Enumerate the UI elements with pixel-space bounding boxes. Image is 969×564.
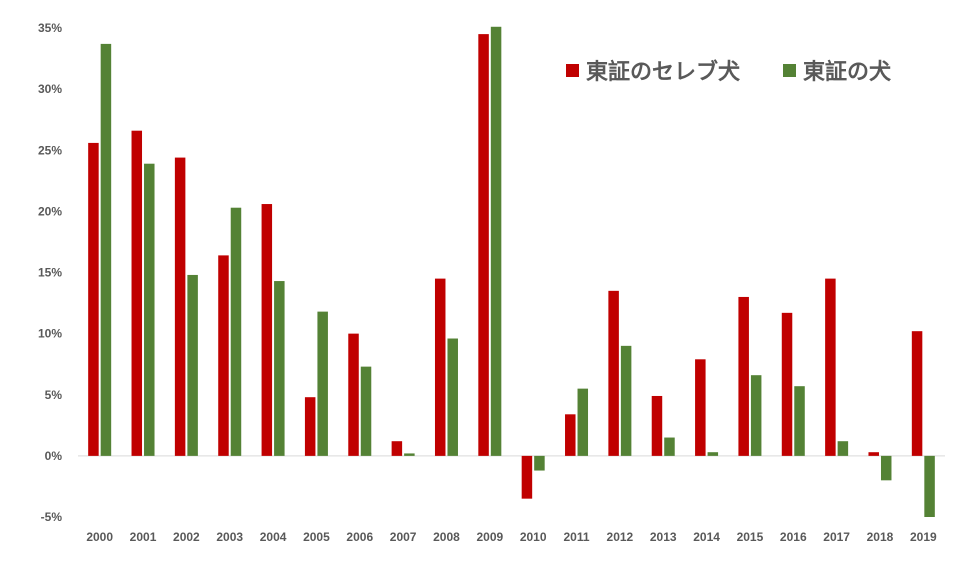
y-tick-label: 30%	[38, 82, 62, 96]
x-tick-label: 2014	[693, 530, 720, 544]
x-tick-label: 2012	[607, 530, 634, 544]
bar-celeb-dog-2000	[88, 142, 99, 456]
x-tick-label: 2003	[216, 530, 243, 544]
y-tick-label: 25%	[38, 143, 62, 157]
bar-celeb-dog-2001	[131, 130, 143, 456]
bar-celeb-dog-2016	[781, 312, 793, 456]
bar-celeb-dog-2019	[911, 331, 923, 456]
x-tick-label: 2010	[520, 530, 547, 544]
x-tick-label: 2000	[86, 530, 113, 544]
bar-celeb-dog-2014	[695, 359, 706, 456]
bar-celeb-dog-2008	[434, 278, 446, 456]
bar-celeb-dog-2018	[868, 452, 879, 456]
x-tick-label: 2013	[650, 530, 677, 544]
y-tick-label: 10%	[38, 327, 62, 341]
legend-label-celeb-dog: 東証のセレブ犬	[586, 59, 741, 84]
x-tick-label: 2017	[823, 530, 850, 544]
x-tick-label: 2009	[476, 530, 503, 544]
y-tick-label: 0%	[45, 449, 63, 463]
legend-swatch-celeb-dog	[566, 64, 579, 77]
bar-celeb-dog-2011	[565, 414, 576, 456]
bar-celeb-dog-2006	[348, 333, 359, 456]
bar-dog-2019	[924, 455, 935, 517]
bar-dog-2010	[534, 455, 545, 471]
y-tick-label: -5%	[41, 510, 63, 524]
y-tick-label: 20%	[38, 204, 62, 218]
bar-dog-2016	[794, 386, 805, 456]
bar-celeb-dog-2015	[738, 296, 749, 456]
legend: 東証のセレブ犬 東証の犬	[566, 59, 892, 84]
bar-celeb-dog-2010	[521, 455, 533, 499]
x-tick-label: 2018	[867, 530, 894, 544]
x-tick-label: 2001	[130, 530, 157, 544]
bar-dog-2017	[837, 441, 849, 456]
legend-label-dog: 東証の犬	[803, 59, 892, 84]
bar-celeb-dog-2013	[651, 395, 663, 456]
x-tick-label: 2016	[780, 530, 807, 544]
x-axis-tick-labels: 2000 2001 2002 2003 2004 2005 2006 2007 2008 2009…	[86, 530, 937, 544]
bars-group	[88, 26, 935, 517]
bar-dog-2000	[100, 43, 112, 456]
bar-dog-2005	[317, 311, 328, 456]
bar-dog-2004	[274, 281, 285, 456]
x-tick-label: 2005	[303, 530, 330, 544]
bar-celeb-dog-2012	[608, 290, 619, 456]
bar-dog-2018	[880, 455, 892, 481]
x-tick-label: 2015	[737, 530, 764, 544]
bar-celeb-dog-2009	[478, 34, 489, 456]
bar-dog-2012	[620, 345, 632, 456]
bar-dog-2002	[187, 274, 198, 456]
bar-dog-2014	[707, 452, 719, 456]
bar-celeb-dog-2017	[825, 278, 836, 456]
bar-dog-2007	[404, 453, 415, 456]
bar-dog-2006	[360, 366, 372, 456]
y-axis-tick-labels: -5% 0% 5% 10% 15% 20% 25% 30% 35%	[38, 21, 62, 524]
bar-dog-2008	[447, 338, 458, 456]
x-tick-label: 2002	[173, 530, 200, 544]
x-tick-label: 2007	[390, 530, 417, 544]
bar-dog-2011	[577, 388, 589, 456]
x-tick-label: 2019	[910, 530, 937, 544]
x-tick-label: 2006	[346, 530, 373, 544]
x-tick-label: 2011	[564, 530, 590, 544]
y-tick-label: 5%	[45, 388, 63, 402]
bar-celeb-dog-2003	[218, 255, 229, 456]
bar-dog-2003	[230, 207, 242, 456]
x-tick-label: 2008	[433, 530, 460, 544]
bar-celeb-dog-2007	[391, 441, 403, 456]
bar-dog-2015	[750, 375, 762, 456]
bar-dog-2009	[490, 26, 502, 456]
x-tick-label: 2004	[260, 530, 287, 544]
y-tick-label: 35%	[38, 21, 62, 35]
bar-celeb-dog-2002	[174, 157, 186, 456]
bar-dog-2013	[664, 437, 675, 456]
y-tick-label: 15%	[38, 266, 62, 280]
bar-celeb-dog-2004	[261, 204, 273, 456]
legend-swatch-dog	[783, 64, 796, 77]
bar-dog-2001	[144, 163, 155, 456]
bar-celeb-dog-2005	[304, 397, 316, 456]
